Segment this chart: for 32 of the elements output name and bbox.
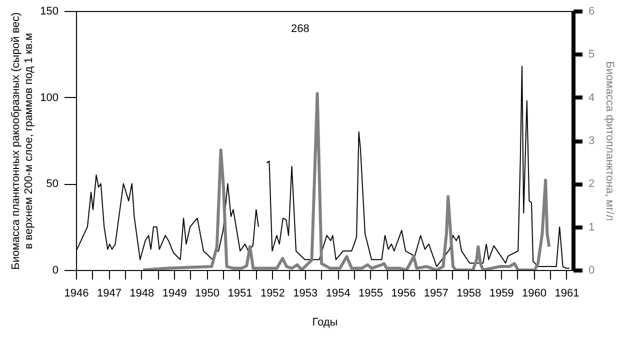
x-tick-label: 1946	[64, 288, 89, 300]
x-tick-label: 1949	[162, 288, 187, 300]
x-tick-label: 1952	[260, 288, 285, 300]
y-tick-label: 150	[40, 6, 58, 18]
x-tick-label: 1957	[424, 288, 448, 300]
x-tick-label: 1953	[293, 288, 318, 300]
x-tick-label: 1960	[522, 288, 547, 300]
y2-axis-title: Биомасса фитопланктона, мг/л	[604, 61, 616, 221]
y-tick-label: 100	[40, 92, 58, 104]
y2-tick-label: 5	[588, 48, 595, 61]
x-axis-title: Годы	[312, 316, 338, 328]
y2-tick-label: 0	[588, 264, 595, 276]
y2-tick-label: 6	[588, 6, 595, 18]
x-tick-label: 1959	[489, 288, 514, 300]
x-tick-label: 1956	[391, 288, 416, 300]
x-tick-label: 1951	[228, 288, 252, 300]
x-tick-label: 1961	[554, 288, 580, 300]
y-tick-label: 0	[52, 264, 58, 276]
x-tick-label: 1947	[96, 288, 122, 300]
y-axis-title: Биомасса планктонных ракообразных (сырой вес) в верхнем 200-м слое, граммов под 1 кв.м	[10, 12, 36, 270]
x-tick-label: 1955	[358, 288, 384, 300]
y-tick-label: 50	[46, 178, 58, 190]
annotation: 268	[291, 23, 310, 35]
y2-tick-label: 3	[588, 135, 595, 147]
x-tick-label: 1958	[456, 288, 482, 300]
x-tick-label: 1950	[195, 288, 220, 300]
x-tick-label: 1948	[130, 288, 154, 300]
line-series	[142, 92, 551, 270]
y2-tick-label: 2	[588, 178, 595, 190]
y2-tick-label: 1	[588, 221, 595, 234]
y2-tick-label: 4	[588, 92, 595, 104]
x-tick-label: 1954	[326, 288, 350, 300]
